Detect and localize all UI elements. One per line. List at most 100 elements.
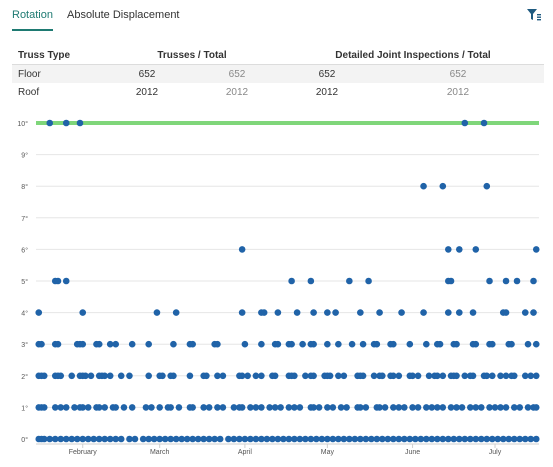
- data-point: [54, 340, 62, 348]
- cell-truss-type: Roof: [18, 86, 40, 98]
- data-point: [62, 435, 70, 443]
- data-point: [156, 435, 163, 443]
- data-point: [488, 372, 496, 380]
- data-point: [455, 309, 463, 316]
- data-point: [499, 435, 507, 443]
- data-point: [194, 435, 202, 443]
- data-point: [458, 404, 466, 411]
- tab-rotation[interactable]: Rotation: [12, 9, 53, 31]
- data-point: [423, 435, 430, 443]
- data-point: [230, 435, 238, 443]
- data-point: [247, 404, 254, 411]
- data-point: [73, 435, 81, 443]
- data-point: [241, 340, 249, 348]
- data-point: [390, 435, 397, 443]
- data-point: [461, 119, 469, 127]
- cell-inspections-total: 2012: [446, 86, 470, 98]
- data-point: [409, 404, 416, 411]
- data-point: [530, 277, 537, 285]
- data-point: [203, 372, 210, 380]
- data-point: [95, 435, 103, 443]
- data-point: [266, 404, 273, 411]
- data-point: [444, 246, 452, 253]
- data-point: [189, 404, 196, 411]
- data-point: [439, 372, 447, 380]
- data-point: [425, 372, 433, 380]
- x-tick-label: May: [321, 449, 335, 456]
- data-point: [483, 435, 491, 443]
- data-point: [472, 340, 480, 348]
- data-point: [288, 340, 295, 348]
- cell-trusses-total: 652: [192, 64, 282, 83]
- data-point: [497, 404, 504, 411]
- data-point: [274, 435, 282, 443]
- data-point: [326, 372, 334, 380]
- data-point: [106, 372, 114, 380]
- data-point: [401, 404, 408, 411]
- data-point: [395, 372, 403, 380]
- data-point: [172, 309, 180, 316]
- data-point: [488, 340, 496, 348]
- cell-inspections: 2012: [315, 86, 339, 98]
- data-point: [79, 435, 87, 443]
- data-point: [291, 435, 298, 443]
- data-point: [461, 435, 469, 443]
- header-trusses-total: Trusses / Total: [102, 46, 282, 65]
- data-point: [414, 372, 422, 380]
- data-point: [172, 435, 180, 443]
- data-point: [126, 372, 133, 380]
- data-point: [346, 277, 353, 285]
- data-point: [153, 309, 161, 316]
- data-point: [71, 404, 78, 411]
- data-point: [486, 277, 493, 285]
- data-point: [205, 435, 213, 443]
- data-point: [513, 277, 521, 285]
- data-point: [112, 435, 120, 443]
- data-point: [370, 372, 378, 380]
- y-tick-label: 9°: [21, 152, 28, 160]
- data-point: [521, 309, 529, 316]
- data-point: [126, 435, 133, 443]
- data-point: [296, 404, 304, 411]
- data-point: [62, 277, 70, 285]
- data-point: [390, 404, 397, 411]
- data-point: [170, 372, 177, 380]
- data-point: [379, 435, 386, 443]
- data-point: [469, 309, 477, 316]
- data-point: [106, 340, 114, 348]
- data-point: [101, 435, 109, 443]
- data-point: [51, 435, 59, 443]
- data-point: [238, 404, 246, 411]
- tab-absolute-displacement[interactable]: Absolute Displacement: [66, 9, 180, 21]
- filter-list-icon[interactable]: [527, 8, 541, 22]
- data-point: [46, 119, 54, 127]
- data-point: [412, 435, 419, 443]
- data-point: [488, 435, 496, 443]
- data-point: [444, 309, 452, 316]
- data-point: [337, 404, 345, 411]
- data-point: [376, 309, 383, 316]
- data-point: [35, 309, 43, 316]
- header-inspections-total: Detailed Joint Inspections / Total: [282, 46, 544, 65]
- data-point: [318, 435, 326, 443]
- data-point: [291, 372, 298, 380]
- data-point: [159, 372, 166, 380]
- data-point: [439, 404, 447, 411]
- data-point: [307, 435, 315, 443]
- data-point: [285, 404, 293, 411]
- data-point: [483, 372, 491, 380]
- data-point: [95, 404, 103, 411]
- data-point: [516, 404, 524, 411]
- data-point: [211, 435, 218, 443]
- data-point: [76, 119, 84, 127]
- data-point: [390, 340, 397, 348]
- data-point: [417, 435, 425, 443]
- data-point: [241, 435, 249, 443]
- data-point: [398, 309, 405, 316]
- data-point: [395, 435, 403, 443]
- data-point: [263, 435, 271, 443]
- data-point: [532, 246, 540, 253]
- data-point: [238, 309, 246, 316]
- data-point: [486, 404, 493, 411]
- y-tick-label: 4°: [21, 310, 28, 318]
